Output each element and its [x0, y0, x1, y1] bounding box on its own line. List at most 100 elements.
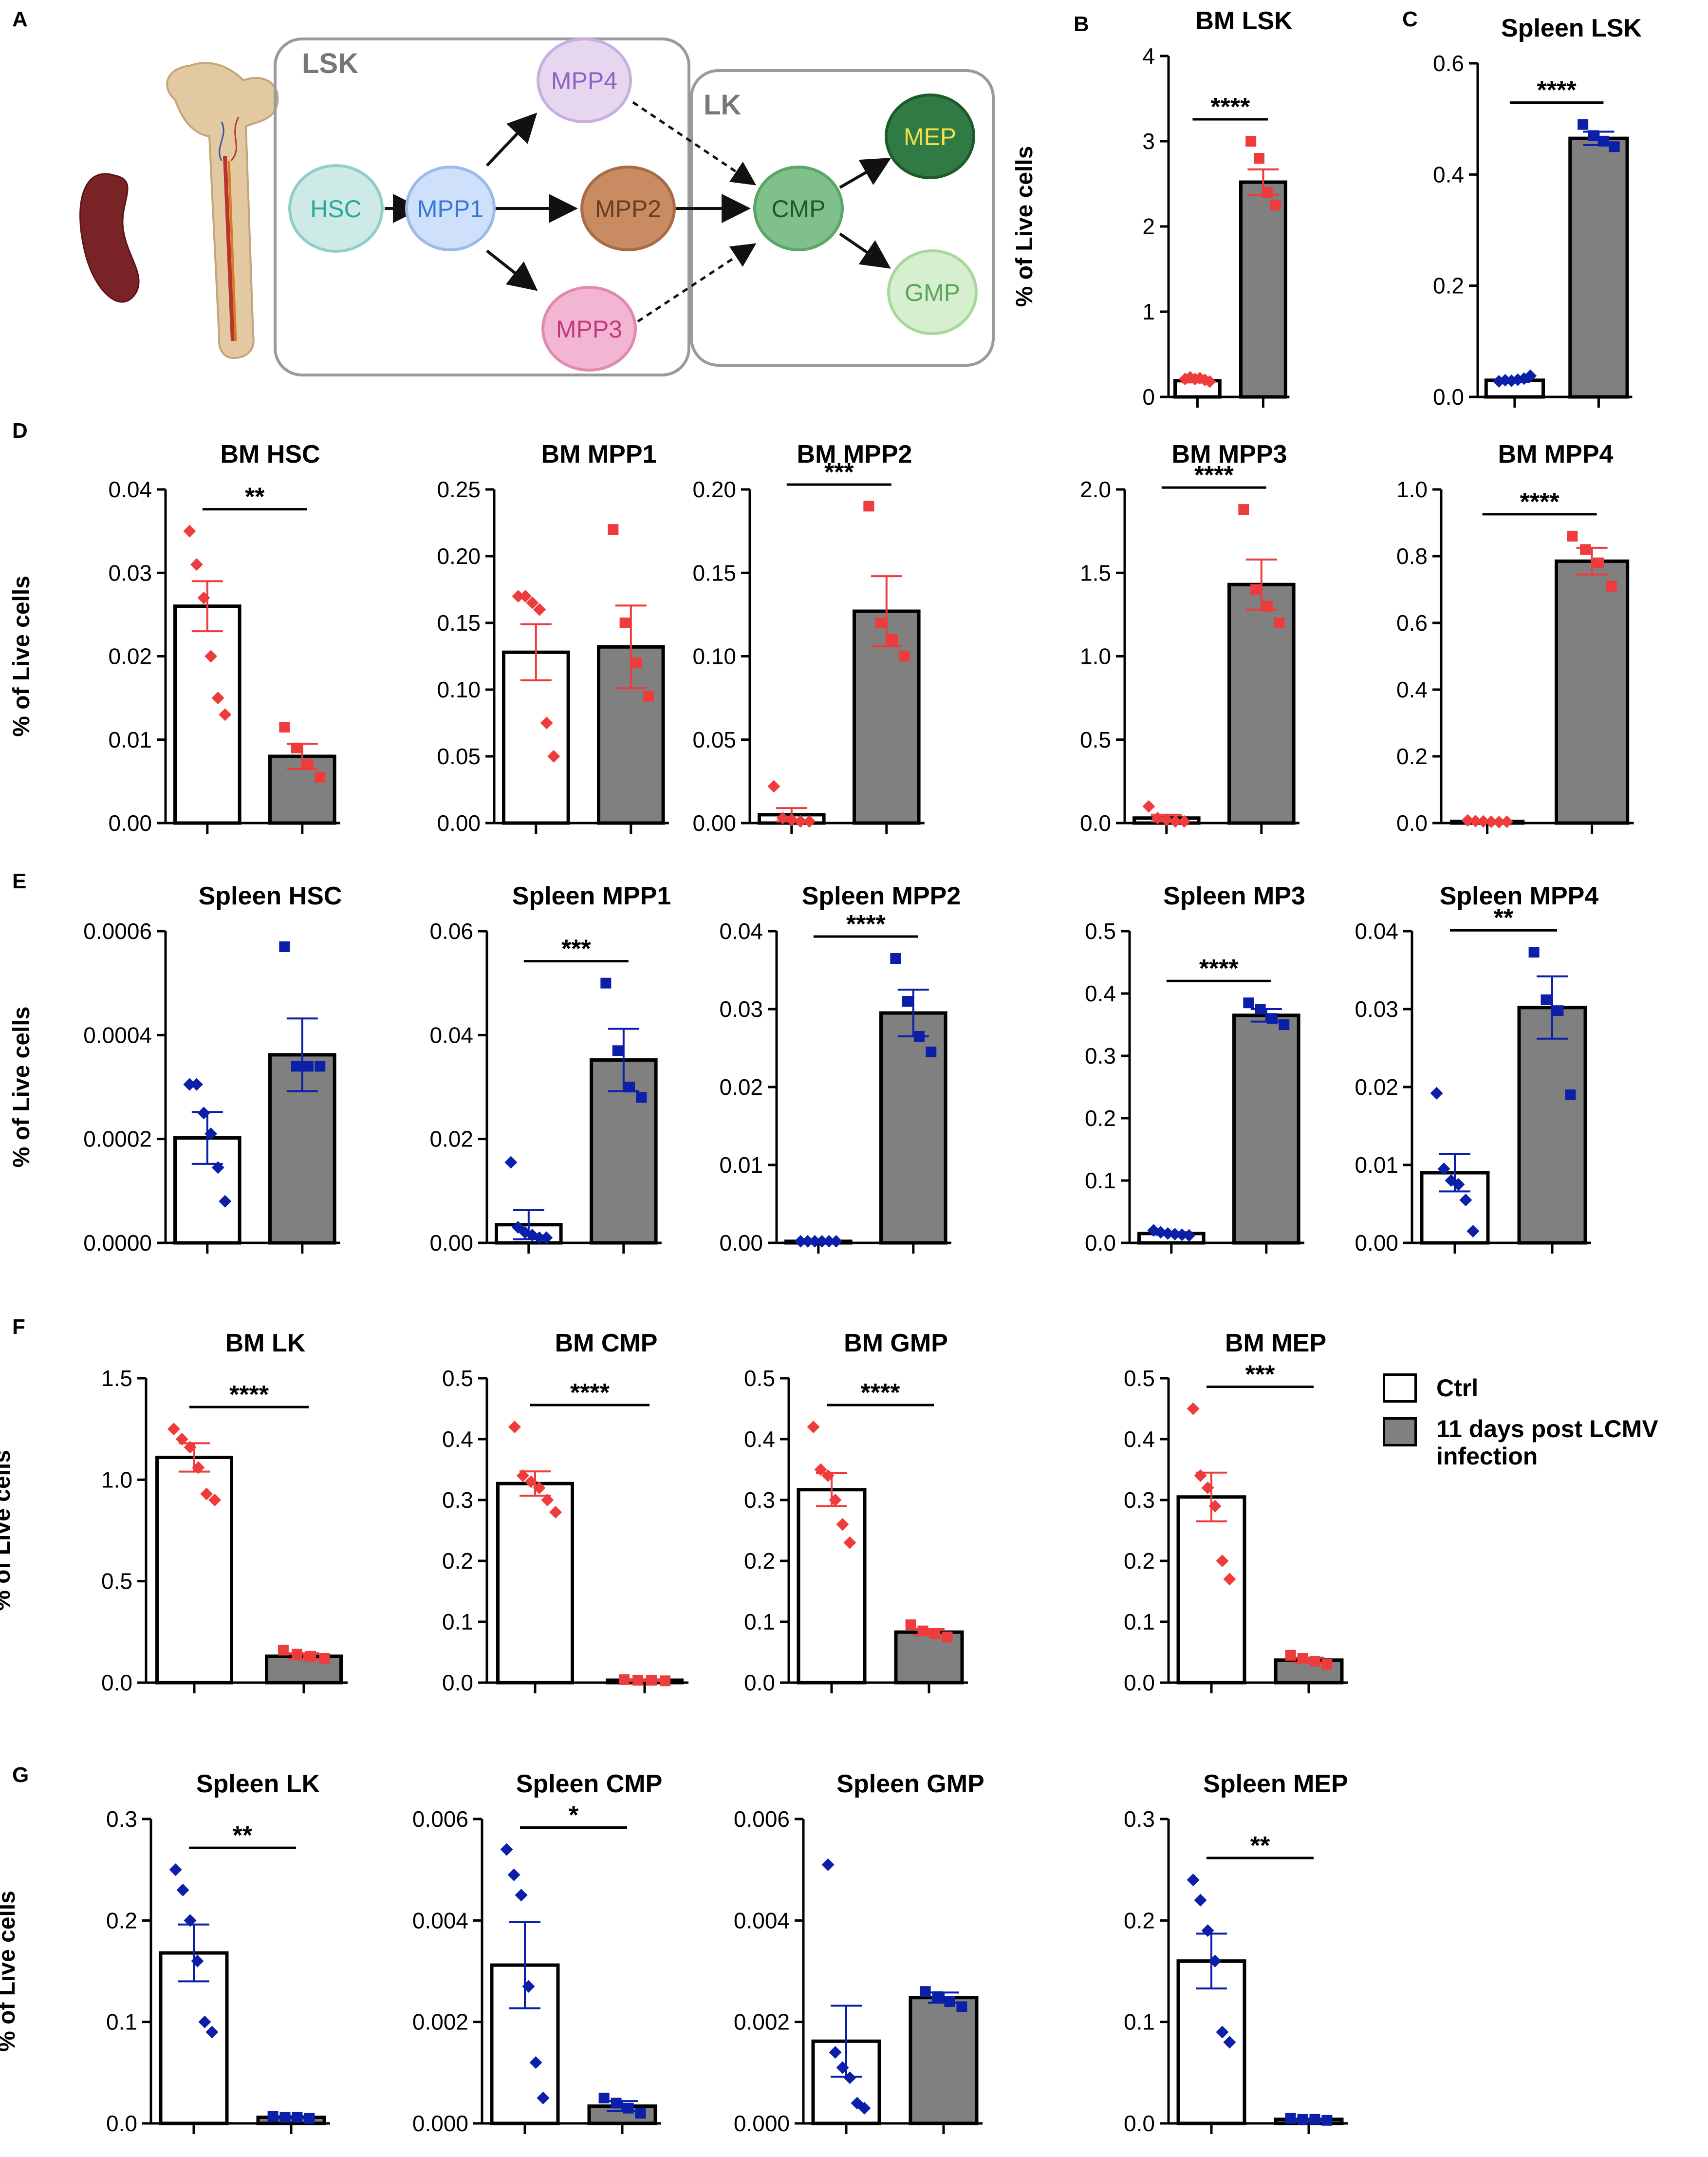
data-point-ctrl [1151, 811, 1164, 825]
data-point-infected [279, 722, 290, 733]
svg-text:MEP: MEP [904, 123, 956, 150]
chart-title: Spleen MPP2 [802, 882, 961, 910]
chart-d3: BM MPP2 0.00 0.05 0.10 0.15 0.20 *** [692, 440, 925, 836]
data-point-infected [1238, 504, 1249, 515]
y-tick-label: 0.002 [734, 2009, 790, 2035]
y-tick-label: 0.01 [108, 727, 152, 752]
y-tick-label: 1 [1142, 299, 1155, 324]
data-point-infected [611, 2098, 622, 2109]
chart-f4: BM MEP 0.0 0.1 0.2 0.3 0.4 0.5 *** [1124, 1329, 1348, 1695]
data-point-ctrl [169, 1863, 182, 1876]
data-point-ctrl [1461, 814, 1474, 827]
data-point-infected [1255, 1004, 1266, 1014]
data-point-ctrl [175, 1433, 188, 1445]
chart-g2: Spleen CMP 0.000 0.002 0.004 0.006 * [412, 1770, 662, 2136]
panel-label-b: B [1074, 12, 1089, 36]
panel-a-diagram: LSK LK HSC MPP1 [79, 38, 995, 376]
node-gmp: GMP [887, 249, 978, 335]
data-point-infected [917, 1625, 928, 1636]
data-point-infected [278, 1645, 289, 1656]
data-point-infected [315, 1061, 326, 1072]
svg-text:CMP: CMP [771, 195, 825, 223]
data-point-ctrl [1183, 1229, 1196, 1242]
data-point-ctrl [208, 1494, 222, 1506]
data-point-ctrl [519, 590, 532, 603]
data-point-ctrl [184, 1441, 197, 1454]
chart-d1: BM HSC 0.00 0.01 0.02 0.03 0.04 % of Live cell… [9, 440, 340, 836]
y-tick-label: 0.3 [744, 1487, 775, 1513]
bar-infected [1239, 180, 1287, 399]
data-point-infected [646, 1675, 657, 1686]
data-point-ctrl [843, 1536, 856, 1549]
data-point-infected [913, 1031, 925, 1042]
data-point-infected [1274, 618, 1285, 628]
data-point-infected [1321, 2115, 1333, 2126]
data-point-ctrl [504, 1156, 518, 1169]
chart-g1: Spleen LK 0.0 0.1 0.2 0.3 % of Live cells ** [0, 1770, 330, 2136]
data-point-ctrl [198, 2015, 211, 2028]
data-point-ctrl [537, 2091, 550, 2104]
chart-title: Spleen MPP4 [1440, 882, 1599, 910]
y-tick-label: 4 [1142, 43, 1155, 69]
chart-title: BM LSK [1195, 7, 1293, 35]
spleen-icon [79, 173, 140, 303]
y-tick-label: 0.5 [1080, 727, 1111, 752]
chart-title: BM MPP3 [1172, 440, 1287, 469]
y-tick-label: 0.03 [108, 560, 152, 585]
y-tick-label: 0.0 [1396, 810, 1428, 836]
data-point-ctrl [836, 1518, 849, 1531]
y-tick-label: 0.3 [1124, 1806, 1155, 1832]
y-tick-label: 0.4 [1396, 677, 1428, 702]
y-tick-label: 0.05 [692, 727, 736, 752]
y-axis-label: % of Live cells [0, 1891, 20, 2052]
data-point-infected [598, 2092, 610, 2103]
y-tick-label: 0.0 [106, 2111, 137, 2136]
y-tick-label: 0.1 [1124, 2009, 1155, 2035]
data-point-infected [899, 651, 910, 662]
data-point-ctrl [176, 1883, 189, 1896]
chart-title: Spleen GMP [836, 1770, 984, 1798]
data-point-infected [315, 771, 326, 783]
y-axis-label: % of Live cells [1012, 146, 1038, 307]
legend-swatch-infected [1383, 1417, 1417, 1446]
data-point-infected [1528, 947, 1540, 958]
chart-f3: BM GMP 0.0 0.1 0.2 0.3 0.4 0.5 **** [744, 1329, 968, 1695]
y-tick-label: 0.02 [429, 1126, 473, 1152]
data-point-ctrl [836, 2061, 849, 2074]
y-tick-label: 0.0000 [83, 1230, 152, 1256]
data-point-ctrl [205, 2026, 219, 2039]
y-tick-label: 0 [1142, 384, 1155, 410]
y-tick-label: 0.1 [106, 2009, 137, 2035]
y-tick-label: 0.10 [437, 677, 481, 702]
data-point-infected [302, 1061, 314, 1072]
node-mpp3: MPP3 [541, 286, 637, 372]
y-tick-label: 0.004 [734, 1908, 790, 1933]
chart-title: BM HSC [220, 440, 320, 469]
chart-title: BM MPP2 [797, 440, 912, 469]
data-point-ctrl [219, 1195, 232, 1208]
y-tick-label: 0.2 [106, 1908, 137, 1933]
data-point-ctrl [1223, 1573, 1236, 1586]
legend-label-infected: 11 days post LCMV infection [1436, 1415, 1658, 1470]
y-tick-label: 0.2 [1124, 1908, 1155, 1933]
y-tick-label: 0.0 [1124, 1670, 1155, 1695]
significance-label: **** [846, 910, 886, 938]
chart-title: Spleen MEP [1203, 1770, 1348, 1798]
y-tick-label: 0.00 [429, 1230, 473, 1256]
data-point-infected [632, 1675, 643, 1686]
node-mpp4: MPP4 [537, 38, 632, 123]
data-point-ctrl [767, 780, 780, 793]
data-point-ctrl [1216, 1555, 1229, 1567]
data-point-ctrl [184, 1914, 197, 1927]
y-tick-label: 0.2 [1124, 1548, 1155, 1574]
data-point-infected [944, 1996, 955, 2007]
chart-e5: Spleen MPP4 0.00 0.01 0.02 0.03 0.04 ** [1355, 882, 1598, 1256]
data-point-infected [1297, 1653, 1308, 1664]
chart-title: Spleen LK [196, 1770, 320, 1798]
y-tick-label: 0.03 [719, 996, 763, 1022]
y-tick-label: 1.5 [101, 1366, 132, 1391]
data-point-infected [643, 691, 654, 702]
y-tick-label: 0.00 [692, 810, 736, 836]
y-tick-label: 0.0006 [83, 919, 152, 944]
y-tick-label: 0.000 [734, 2111, 790, 2136]
